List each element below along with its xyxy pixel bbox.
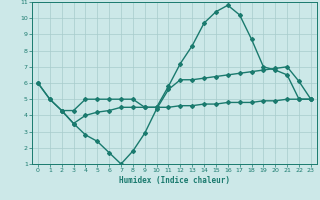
X-axis label: Humidex (Indice chaleur): Humidex (Indice chaleur) [119, 176, 230, 185]
